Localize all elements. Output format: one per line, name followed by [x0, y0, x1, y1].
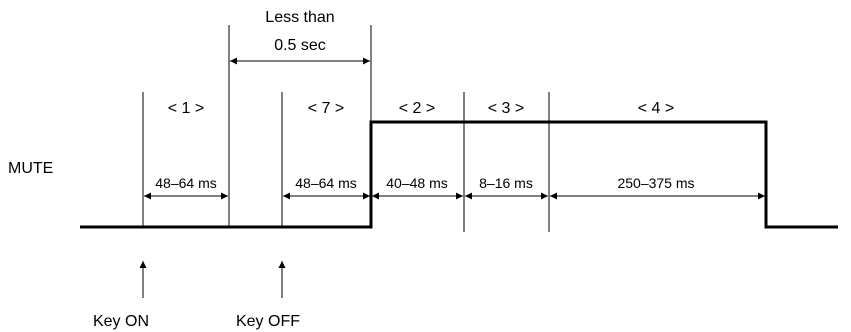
duration-text-1: 48–64 ms	[155, 175, 216, 191]
duration-text-7: 48–64 ms	[295, 175, 356, 191]
period-label-3: < 3 >	[488, 100, 524, 117]
signal-label: MUTE	[8, 160, 53, 177]
duration-text-3: 8–16 ms	[479, 175, 533, 191]
interval-note-line2: 0.5 sec	[274, 37, 326, 54]
key-off-label: Key OFF	[236, 313, 300, 330]
period-label-7: < 7 >	[308, 100, 344, 117]
key-on-label: Key ON	[93, 313, 149, 330]
interval-note-line1: Less than	[265, 9, 334, 26]
period-label-2: < 2 >	[399, 100, 435, 117]
duration-text-2: 40–48 ms	[386, 175, 447, 191]
timing-boundaries	[142, 25, 550, 232]
mute-waveform	[80, 120, 838, 229]
duration-text-4: 250–375 ms	[617, 175, 694, 191]
period-label-4: < 4 >	[638, 100, 674, 117]
period-label-1: < 1 >	[168, 100, 204, 117]
